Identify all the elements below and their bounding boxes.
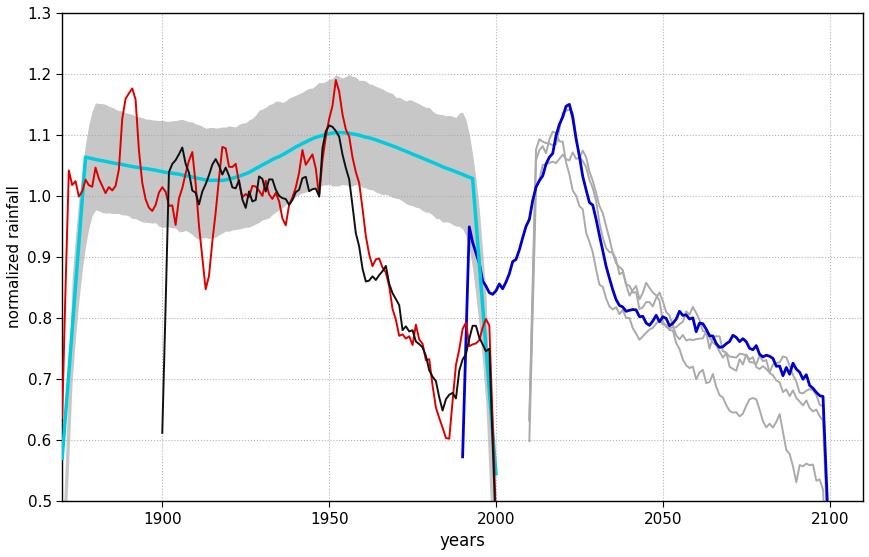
Y-axis label: normalized rainfall: normalized rainfall xyxy=(7,185,22,329)
X-axis label: years: years xyxy=(439,532,485,550)
